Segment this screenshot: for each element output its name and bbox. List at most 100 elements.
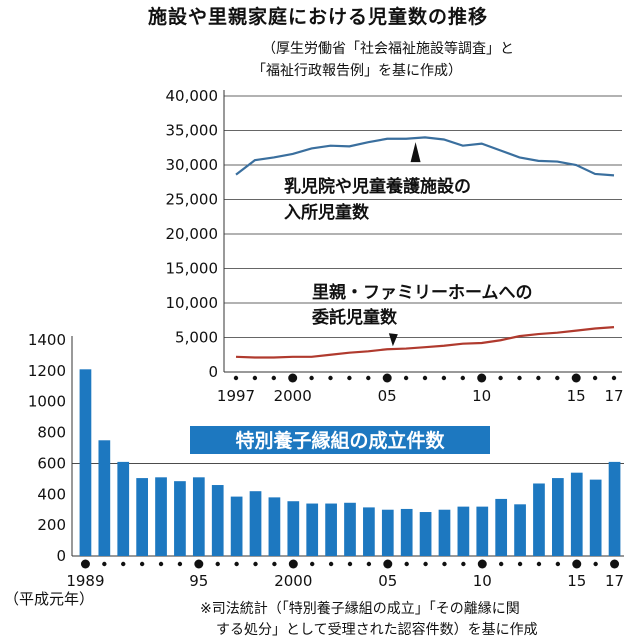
adoption-bar bbox=[192, 477, 205, 556]
bar-x-tick-dot bbox=[215, 561, 220, 567]
bar-x-tick-dot bbox=[423, 561, 428, 567]
bar-x-tick-dot bbox=[383, 559, 393, 569]
line-x-tick-dot bbox=[611, 375, 617, 381]
adoption-bar bbox=[325, 503, 337, 556]
adoption-bar bbox=[438, 509, 451, 556]
line-x-tick-dot bbox=[233, 375, 239, 381]
bar-x-tick-dot bbox=[536, 561, 542, 567]
source-note-line1: （厚生労働省「社会福祉施設等調査」と bbox=[262, 41, 514, 57]
bar-x-tick-label: 1989 bbox=[66, 572, 104, 590]
bar-x-tick-label: 95 bbox=[189, 572, 208, 590]
line-y-tick-label: 20,000 bbox=[166, 225, 219, 243]
bar-x-tick-label: 2000 bbox=[274, 572, 312, 590]
adoption-bar bbox=[79, 369, 92, 556]
line-y-tick-label: 10,000 bbox=[166, 294, 219, 312]
line-x-tick-dot bbox=[403, 375, 409, 381]
line-x-tick-dot bbox=[309, 375, 314, 381]
line-x-tick-dot bbox=[460, 375, 465, 381]
foster-children-line bbox=[235, 326, 615, 359]
bar-x-tick-dot bbox=[347, 561, 353, 567]
line-x-tick-dot bbox=[382, 373, 392, 383]
bar-chart-title-box bbox=[190, 426, 490, 454]
bar-x-tick-dot bbox=[477, 559, 487, 569]
bar-x-tick-dot bbox=[139, 561, 145, 567]
bar-x-tick-dot bbox=[366, 561, 372, 567]
bar-y-tick-label: 0 bbox=[56, 547, 66, 565]
bar-x-tick-label: 15 bbox=[567, 572, 586, 590]
adoption-bar bbox=[98, 440, 111, 556]
line-x-tick-dot bbox=[555, 375, 560, 381]
line-x-tick-dot bbox=[422, 375, 428, 381]
bar-x-tick-dot bbox=[610, 559, 620, 569]
adoption-bar bbox=[419, 512, 432, 556]
line-y-tick-label: 0 bbox=[208, 363, 218, 381]
line-x-tick-dot bbox=[366, 375, 371, 381]
adoption-bar bbox=[457, 506, 470, 556]
adoption-bar bbox=[381, 509, 394, 556]
line-x-tick-dot bbox=[328, 375, 333, 381]
adoption-bar bbox=[476, 506, 489, 556]
line-x-tick-dot bbox=[271, 375, 276, 381]
adoption-bar bbox=[400, 508, 413, 556]
line-x-tick-dot bbox=[288, 373, 298, 383]
adoption-bar bbox=[570, 472, 583, 556]
bar-x-tick-dot bbox=[102, 561, 107, 567]
adoption-bar bbox=[552, 478, 564, 556]
facility-label-pointer bbox=[410, 142, 421, 163]
line-x-tick-dot bbox=[592, 375, 598, 381]
adoption-bar bbox=[287, 501, 300, 556]
bar-y-tick-label: 200 bbox=[37, 516, 66, 534]
adoption-bar bbox=[230, 496, 243, 556]
bar-x-tick-dot bbox=[461, 561, 466, 567]
bar-x-tick-dot bbox=[288, 559, 298, 569]
line-x-tick-dot bbox=[517, 375, 522, 381]
facility-series-label-line1: 乳児院や児童養護施設の bbox=[284, 176, 471, 197]
adoption-bar bbox=[155, 477, 167, 556]
bar-x-tick-dot bbox=[517, 561, 523, 567]
footnote-line1: ※司法統計（「特別養子縁組の成立」「その離縁に関 bbox=[200, 601, 520, 617]
line-y-tick-label: 35,000 bbox=[166, 122, 219, 140]
chart-title: 施設や里親家庭における児童数の推移 bbox=[147, 6, 488, 28]
adoption-bar bbox=[174, 481, 186, 556]
adoption-bar bbox=[589, 479, 602, 556]
line-x-tick-dot bbox=[571, 373, 581, 383]
line-y-tick-label: 30,000 bbox=[166, 156, 219, 174]
line-y-tick-label: 25,000 bbox=[166, 191, 219, 209]
line-x-tick-label: 10 bbox=[472, 387, 491, 405]
bar-x-tick-dot bbox=[194, 559, 204, 569]
facility-children-line bbox=[235, 136, 615, 177]
line-x-tick-dot bbox=[441, 375, 447, 381]
line-x-tick-dot bbox=[477, 373, 487, 383]
facility-series-label-line2: 入所児童数 bbox=[284, 202, 370, 223]
bar-x-tick-dot bbox=[310, 561, 315, 567]
adoption-bar bbox=[136, 478, 148, 556]
bar-x-tick-dot bbox=[177, 561, 183, 567]
adoption-bar bbox=[608, 461, 621, 556]
bar-x-tick-dot bbox=[593, 561, 598, 567]
line-x-tick-dot bbox=[536, 375, 541, 381]
adoption-bar bbox=[533, 483, 545, 556]
bar-x-tick-dot bbox=[234, 561, 239, 567]
bar-x-tick-dot bbox=[272, 561, 277, 567]
adoption-bar bbox=[344, 502, 356, 556]
bar-x-tick-dot bbox=[328, 561, 334, 567]
bar-x-tick-dot bbox=[572, 559, 582, 569]
footnote-line2: する処分」として受理された認容件数）を基に作成 bbox=[216, 622, 538, 638]
bar-y-tick-label: 1400 bbox=[28, 331, 66, 349]
line-y-tick-label: 40,000 bbox=[166, 87, 219, 105]
line-x-tick-dot bbox=[252, 375, 258, 381]
line-y-tick-label: 15,000 bbox=[166, 260, 219, 278]
bar-x-tick-dot bbox=[158, 561, 164, 567]
adoption-bar bbox=[514, 504, 526, 556]
line-chart: 0 5,000 10,000 15,000 20,000 25,000 30,000 35,0… bbox=[166, 87, 624, 405]
bar-x-tick-label: 17 bbox=[605, 572, 624, 590]
line-x-tick-label: 17 bbox=[604, 387, 623, 405]
bar-x-tick-dot bbox=[404, 561, 409, 567]
adoption-bar bbox=[306, 503, 319, 556]
bar-x-tick-label: 10 bbox=[473, 572, 492, 590]
source-note-line2: 「福祉行政報告例」を基に作成） bbox=[252, 63, 462, 79]
bar-x-tick-label: 05 bbox=[378, 572, 397, 590]
line-x-tick-dot bbox=[347, 375, 352, 381]
bar-y-tick-label: 1000 bbox=[28, 393, 66, 411]
